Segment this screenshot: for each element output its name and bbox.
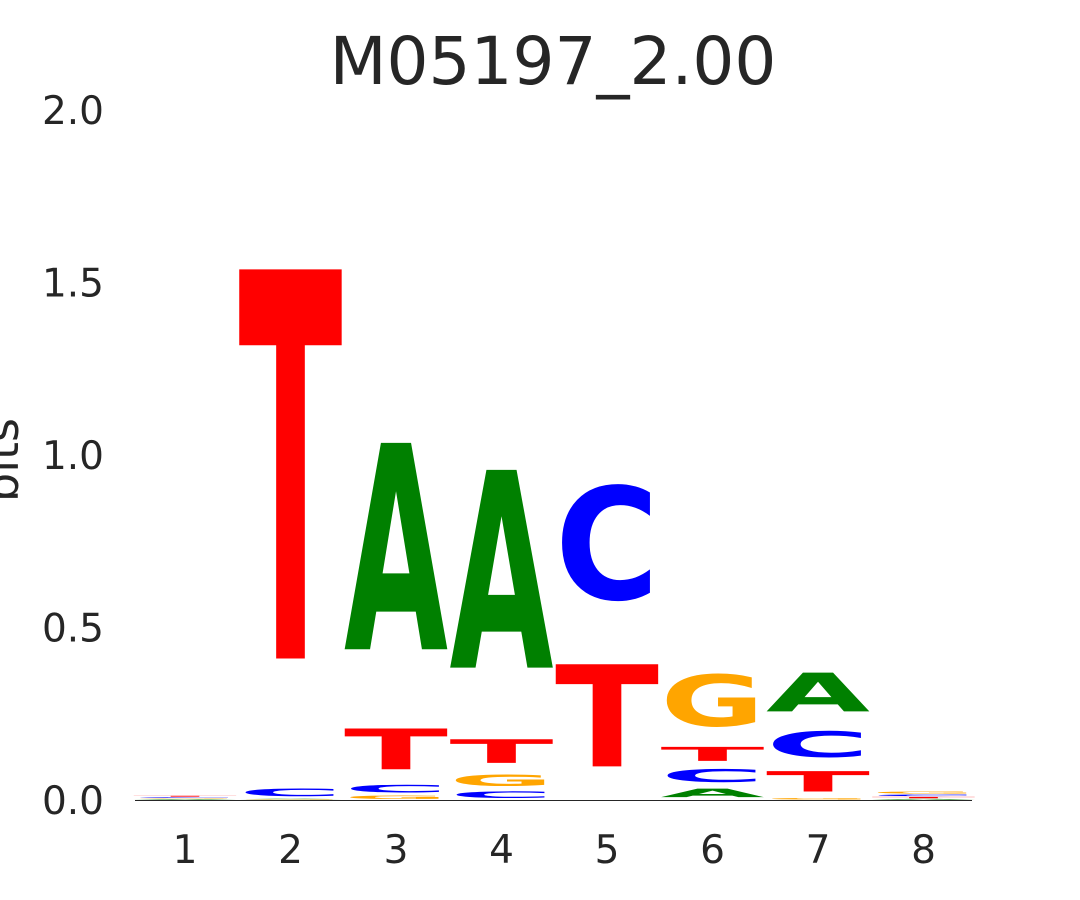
logo-letter-C: C	[239, 787, 343, 799]
x-axis-ticks: 1 2 3 4 5 6 7 8	[173, 828, 936, 873]
x-tick-label: 2	[278, 828, 303, 873]
logo-letter-C: C	[766, 724, 870, 765]
logo-letter-G: G	[344, 795, 448, 800]
logo-letter-C: C	[344, 783, 448, 795]
logo-letter-G: G	[872, 791, 976, 794]
logo-letter-G: G	[239, 799, 343, 800]
logo-letter-A: A	[872, 799, 977, 800]
chart-title: M05197_2.00	[330, 23, 777, 100]
logo-letter-C: C	[661, 765, 765, 786]
x-tick-label: 5	[595, 828, 620, 873]
x-tick-label: 6	[700, 828, 725, 873]
logo-letter-T: T	[450, 733, 554, 771]
logo-letter-T: T	[239, 163, 344, 784]
logo-letter-A: A	[661, 786, 765, 800]
logo-letter-T: T	[661, 743, 765, 765]
y-axis-label: bits	[0, 418, 29, 502]
logo-letter-A: A	[766, 663, 870, 725]
x-tick-label: 1	[173, 828, 198, 873]
x-tick-label: 4	[489, 828, 514, 873]
logo-stack-5: TC	[555, 455, 659, 800]
y-tick-label: 1.5	[42, 262, 104, 307]
logo-letter-G: G	[766, 798, 870, 800]
x-tick-label: 8	[911, 828, 936, 873]
x-tick-label: 7	[806, 828, 831, 873]
logo-letter-G: G	[450, 771, 554, 790]
y-tick-label: 0.5	[42, 607, 104, 652]
logo-letter-T: T	[872, 797, 976, 799]
logo-letter-A: A	[344, 387, 448, 717]
y-tick-label: 1.0	[42, 434, 104, 479]
logo-letter-G: G	[661, 661, 765, 743]
logo-letter-T: T	[766, 765, 870, 798]
logo-letter-C: C	[133, 797, 237, 798]
y-axis-ticks: 0.0 0.5 1.0 1.5 2.0	[42, 89, 104, 824]
logo-letter-C: C	[555, 455, 659, 635]
logo-letter-T: T	[555, 636, 659, 800]
y-tick-label: 0.0	[42, 779, 104, 824]
x-tick-label: 3	[384, 828, 409, 873]
logo-letter-C: C	[450, 790, 554, 800]
logo-letter-A: A	[450, 417, 554, 733]
logo-letter-T: T	[344, 718, 448, 783]
logo-letter-G: G	[133, 798, 237, 799]
y-tick-label: 2.0	[42, 89, 104, 134]
logo-letter-A: A	[133, 799, 238, 800]
logo-letter-A: A	[239, 799, 344, 800]
logo-letter-C: C	[872, 794, 976, 796]
logo-letter-T: T	[133, 796, 237, 797]
